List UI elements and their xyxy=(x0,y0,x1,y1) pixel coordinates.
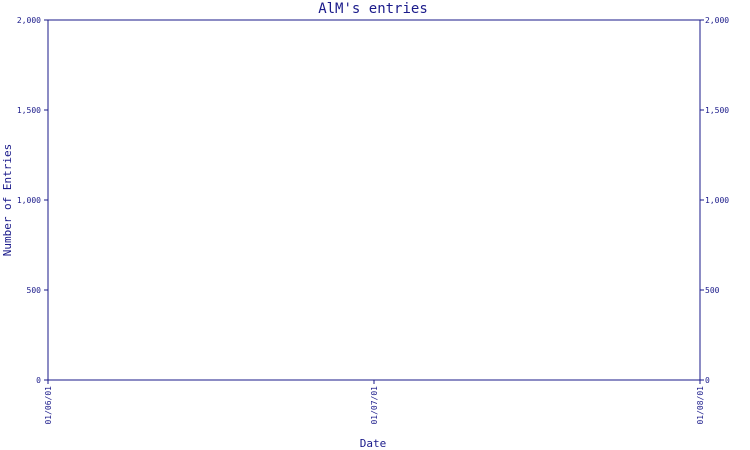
x-axis: 01/06/01 01/07/01 01/08/01 xyxy=(44,380,705,425)
x-tick-label: 01/07/01 xyxy=(370,386,379,425)
y-tick-label-right: 0 xyxy=(705,376,710,385)
y-tick-label-left: 500 xyxy=(27,286,42,295)
x-tick-label: 01/08/01 xyxy=(696,386,705,425)
y-tick-label-right: 500 xyxy=(705,286,720,295)
y-tick-label-left: 1,500 xyxy=(17,106,41,115)
y-tick-label-left: 1,000 xyxy=(17,196,41,205)
y-tick-label-right: 2,000 xyxy=(705,16,729,25)
y-tick-label-right: 1,500 xyxy=(705,106,729,115)
y-tick-label-right: 1,000 xyxy=(705,196,729,205)
y-tick-label-left: 0 xyxy=(36,376,41,385)
y-axis-right: 0 500 1,000 1,500 2,000 xyxy=(700,16,729,385)
plot-frame xyxy=(47,19,701,381)
y-tick-label-left: 2,000 xyxy=(17,16,41,25)
y-axis-left: 0 500 1,000 1,500 2,000 xyxy=(17,16,48,385)
y-axis-label: Number of Entries xyxy=(1,144,14,257)
chart-title: AlM's entries xyxy=(318,1,428,17)
x-axis-label: Date xyxy=(360,437,387,450)
x-tick-label: 01/06/01 xyxy=(44,386,53,425)
